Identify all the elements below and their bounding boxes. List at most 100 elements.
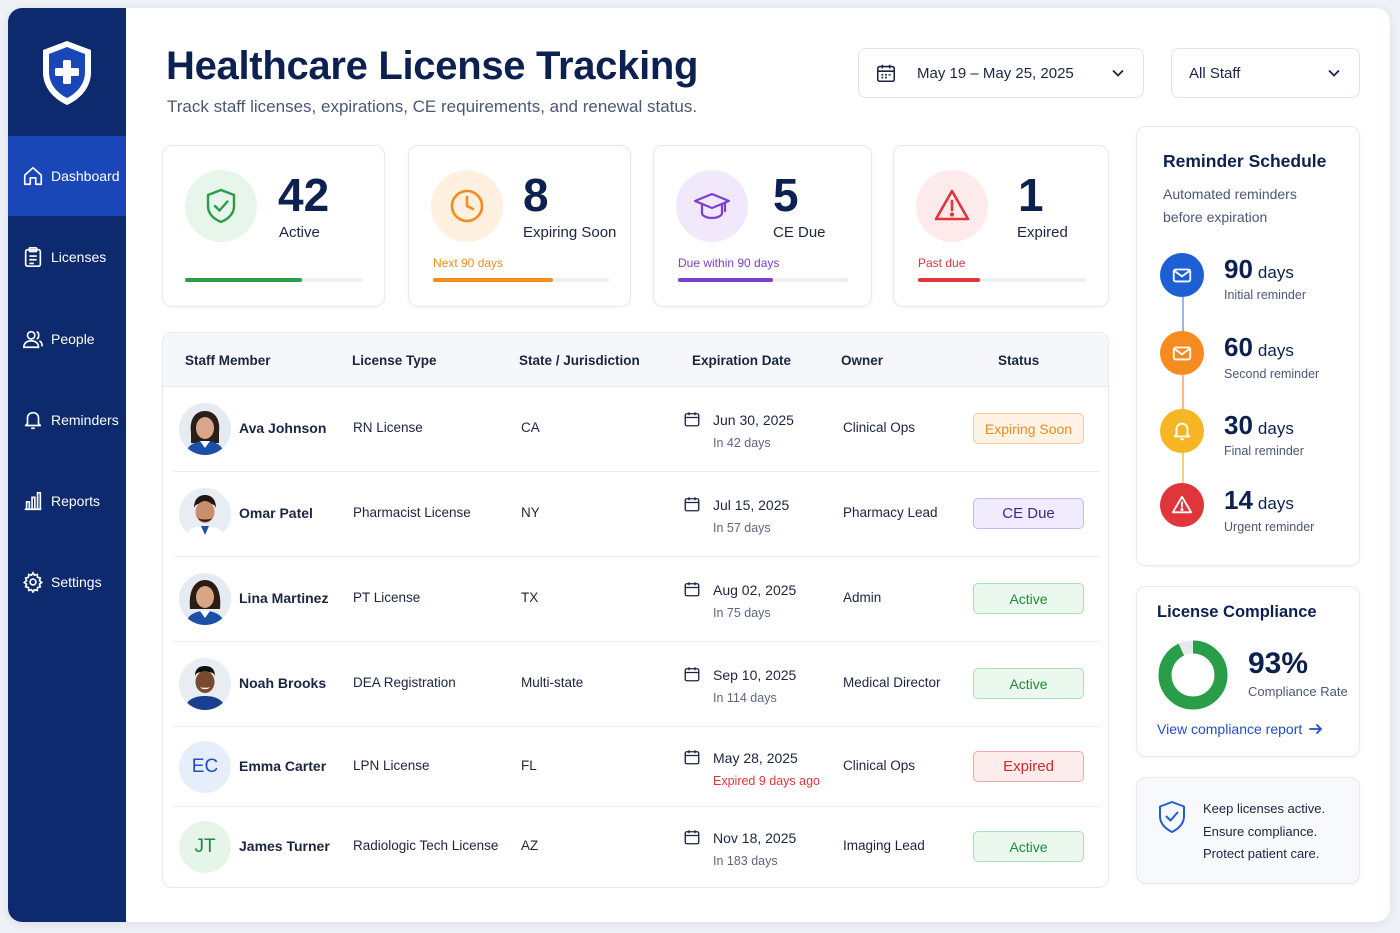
calendar-icon <box>684 830 700 845</box>
page-subtitle: Track staff licenses, expirations, CE re… <box>167 97 698 116</box>
warning-icon <box>934 189 970 221</box>
sidebar-item-reminders[interactable]: Reminders <box>8 380 126 460</box>
compliance-label: Compliance Rate <box>1248 684 1348 699</box>
reminder-days-unit: days <box>1257 263 1294 282</box>
column-header[interactable]: Staff Member <box>185 353 271 368</box>
sidebar-item-settings[interactable]: Settings <box>8 542 126 622</box>
staff-name: Emma Carter <box>239 758 327 774</box>
avatar-photo-icon <box>179 488 231 540</box>
stat-card-ce-due[interactable]: 5 CE Due Due within 90 days <box>653 145 872 307</box>
stat-icon-wrap <box>916 170 988 242</box>
sidebar-item-dashboard[interactable]: Dashboard <box>8 136 126 216</box>
bar-chart-icon <box>24 491 42 511</box>
state: CA <box>521 420 540 435</box>
license-type: PT License <box>353 590 421 605</box>
reminder-note: Second reminder <box>1224 367 1320 381</box>
status-badge: Expired <box>973 751 1084 782</box>
sidebar-item-label: Reminders <box>51 412 119 428</box>
message-line: Keep licenses active. <box>1203 801 1326 816</box>
graduation-cap-icon <box>693 192 731 220</box>
table-row[interactable]: Lina Martinez PT License TX Aug 02, 2025… <box>173 557 1100 642</box>
owner: Clinical Ops <box>843 420 916 435</box>
progress-track <box>678 278 848 282</box>
stat-card-expired[interactable]: 1 Expired Past due <box>893 145 1109 307</box>
stat-value: 5 <box>773 169 799 221</box>
people-icon <box>23 330 43 349</box>
staff-name: Ava Johnson <box>239 420 327 436</box>
stat-value: 8 <box>523 169 549 221</box>
reminder-step-dot <box>1160 409 1204 453</box>
staff-filter-select[interactable]: All Staff <box>1171 48 1360 98</box>
sidebar-item-reports[interactable]: Reports <box>8 461 126 541</box>
table-row[interactable]: JT James Turner Radiologic Tech License … <box>173 807 1100 887</box>
status-badge: CE Due <box>973 498 1084 529</box>
column-header[interactable]: Expiration Date <box>692 353 792 368</box>
home-icon <box>23 166 43 186</box>
page-title: Healthcare License Tracking <box>166 44 699 88</box>
owner: Pharmacy Lead <box>843 505 938 520</box>
sidebar-item-label: Licenses <box>51 249 107 265</box>
calendar-icon <box>684 582 700 597</box>
stat-note: Due within 90 days <box>678 256 780 270</box>
owner: Medical Director <box>843 675 941 690</box>
view-compliance-report-link[interactable]: View compliance report <box>1157 721 1324 737</box>
license-type: DEA Registration <box>353 675 456 690</box>
license-table: Staff Member License Type State / Jurisd… <box>162 332 1109 888</box>
progress-fill <box>678 278 774 282</box>
column-header[interactable]: Status <box>998 353 1040 368</box>
table-row[interactable]: Omar Patel Pharmacist License NY Jul 15,… <box>173 472 1100 557</box>
sidebar-item-label: Settings <box>51 574 102 590</box>
expiration-date: Jun 30, 2025 <box>713 412 794 428</box>
sidebar-item-people[interactable]: People <box>8 299 126 379</box>
date-range-value: May 19 – May 25, 2025 <box>917 64 1074 82</box>
date-range-picker[interactable]: May 19 – May 25, 2025 <box>858 48 1144 98</box>
message-text: Keep licenses active. Ensure compliance.… <box>1203 798 1325 866</box>
stat-card-active[interactable]: 42 Active <box>162 145 385 307</box>
status-badge: Expiring Soon <box>973 413 1084 444</box>
table-row[interactable]: Noah Brooks DEA Registration Multi-state… <box>173 642 1100 727</box>
status-badge: Active <box>973 668 1084 699</box>
column-header[interactable]: Owner <box>841 353 884 368</box>
sidebar-item-licenses[interactable]: Licenses <box>8 217 126 297</box>
staff-filter-value: All Staff <box>1189 64 1241 82</box>
mail-icon <box>1172 346 1192 361</box>
reminder-step-dot <box>1160 331 1204 375</box>
state: NY <box>521 505 540 520</box>
expiration-relative: Expired 9 days ago <box>713 774 821 788</box>
column-header[interactable]: State / Jurisdiction <box>519 353 640 368</box>
expiration-date: Sep 10, 2025 <box>713 667 797 683</box>
stat-label: Expiring Soon <box>523 224 617 241</box>
owner: Imaging Lead <box>843 838 925 853</box>
avatar <box>179 403 231 455</box>
panel-subtitle: Automated reminders before expiration <box>1163 186 1297 225</box>
table-row[interactable]: EC Emma Carter LPN License FL May 28, 20… <box>173 727 1100 807</box>
progress-fill <box>433 278 553 282</box>
expiration-date: May 28, 2025 <box>713 750 798 766</box>
staff-name: James Turner <box>239 838 330 854</box>
state: TX <box>521 590 539 605</box>
reminder-days-value: 14 <box>1224 485 1253 515</box>
table-row[interactable]: Ava Johnson RN License CA Jun 30, 2025 I… <box>173 387 1100 472</box>
shield-plus-logo-icon <box>43 41 91 105</box>
license-type: LPN License <box>353 758 430 773</box>
stat-icon-wrap <box>431 170 503 242</box>
staff-name: Noah Brooks <box>239 675 327 691</box>
sidebar: Dashboard Licenses People Reminders Repo… <box>8 8 126 922</box>
column-header[interactable]: License Type <box>352 353 437 368</box>
reminder-days: 14 days <box>1224 485 1294 516</box>
stat-card-expiring[interactable]: 8 Expiring Soon Next 90 days <box>408 145 631 307</box>
license-type: Pharmacist License <box>353 505 471 520</box>
staff-name: Omar Patel <box>239 505 313 521</box>
owner: Clinical Ops <box>843 758 916 773</box>
panel-title: Reminder Schedule <box>1163 151 1327 171</box>
state: AZ <box>521 838 539 853</box>
license-type: Radiologic Tech License <box>353 838 499 853</box>
stat-note: Next 90 days <box>433 256 504 270</box>
reminder-days-value: 90 <box>1224 254 1253 284</box>
reminder-note: Final reminder <box>1224 444 1304 458</box>
expiration-relative: In 42 days <box>713 436 771 450</box>
donut-arc <box>1158 640 1228 710</box>
bell-icon <box>1173 422 1191 441</box>
timeline-connector <box>1182 375 1184 415</box>
calendar-icon <box>876 64 896 83</box>
